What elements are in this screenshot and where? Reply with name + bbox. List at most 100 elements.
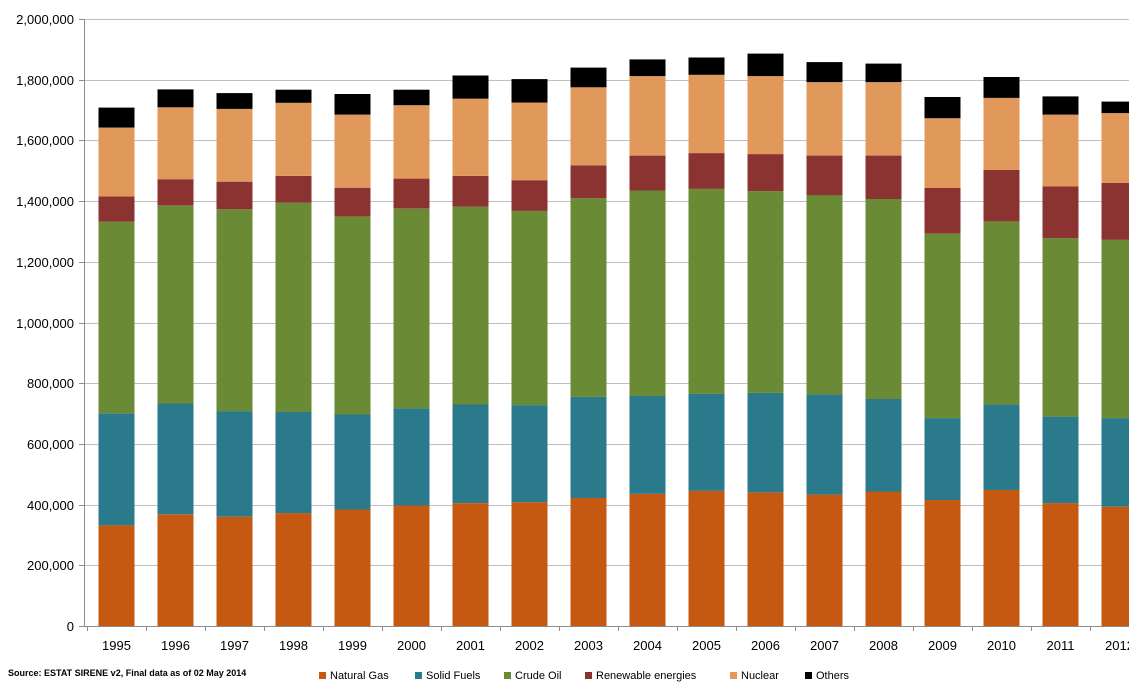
bar-segment xyxy=(806,195,843,395)
bar-segment xyxy=(157,403,194,515)
x-tick-label: 1995 xyxy=(102,638,131,653)
y-tick-label: 1,200,000 xyxy=(16,255,74,270)
legend-label: Solid Fuels xyxy=(426,670,481,682)
bar-segment xyxy=(334,94,371,115)
bar-segment xyxy=(924,118,961,188)
bar-segment xyxy=(157,205,194,404)
bar-segment xyxy=(275,175,312,203)
bar-segment xyxy=(629,155,666,191)
bar-segment xyxy=(865,399,902,492)
bar-segment xyxy=(334,114,371,188)
x-tick-label: 2010 xyxy=(987,638,1016,653)
legend-swatch xyxy=(585,672,592,679)
bar-segment xyxy=(334,414,371,510)
source-note: Source: ESTAT SIRENE v2, Final data as o… xyxy=(8,668,247,678)
bar-segment xyxy=(452,206,489,405)
bar-segment xyxy=(157,514,194,626)
bar-segment xyxy=(452,175,489,207)
x-tick-label: 2004 xyxy=(633,638,662,653)
bar-segment xyxy=(983,490,1020,626)
bar-segment xyxy=(216,93,253,109)
bar-segment xyxy=(865,82,902,156)
y-tick-label: 2,000,000 xyxy=(16,12,74,27)
axes xyxy=(79,19,1129,631)
bar-segment xyxy=(688,393,725,491)
y-tick-label: 1,600,000 xyxy=(16,133,74,148)
bar-segment xyxy=(452,404,489,503)
bar-segment xyxy=(98,107,135,128)
bar-segment xyxy=(393,105,430,179)
x-tick-label: 2002 xyxy=(515,638,544,653)
bar-segment xyxy=(98,127,135,197)
bar-segment xyxy=(98,525,135,626)
legend-label: Crude Oil xyxy=(515,670,561,682)
bar-segment xyxy=(1042,238,1079,417)
bar-segment xyxy=(275,89,312,103)
bar-segment xyxy=(393,505,430,626)
bar-segment xyxy=(216,108,253,182)
legend-label: Others xyxy=(816,670,850,682)
bar-segment xyxy=(806,494,843,626)
bar-segment xyxy=(334,187,371,217)
bar-segment xyxy=(216,411,253,517)
bar-segment xyxy=(629,494,666,626)
bar-segment xyxy=(393,89,430,106)
bar-segment xyxy=(157,107,194,180)
bar-segment xyxy=(865,155,902,199)
bar-segment xyxy=(983,221,1020,405)
bar-segment xyxy=(865,63,902,83)
x-tick-label: 2012 xyxy=(1105,638,1129,653)
bar-segment xyxy=(629,59,666,77)
y-tick-label: 600,000 xyxy=(27,437,74,452)
y-tick-label: 0 xyxy=(67,619,74,634)
bar-segment xyxy=(747,76,784,155)
y-axis-tick-labels: 0 200,000 400,000 600,000 800,000 1,000,000 1,… xyxy=(16,12,74,634)
x-tick-label: 2008 xyxy=(869,638,898,653)
bar-segment xyxy=(1101,239,1129,419)
bars xyxy=(98,53,1129,626)
bar-segment xyxy=(570,67,607,88)
bar-segment xyxy=(1042,503,1079,626)
bar-segment xyxy=(924,233,961,419)
bar-segment xyxy=(1101,506,1129,626)
bar-segment xyxy=(924,188,961,234)
bar-segment xyxy=(334,216,371,415)
bar-segment xyxy=(983,404,1020,490)
bar-segment xyxy=(157,89,194,108)
x-tick-label: 1997 xyxy=(220,638,249,653)
bar-segment xyxy=(688,74,725,154)
y-tick-label: 400,000 xyxy=(27,498,74,513)
y-tick-label: 800,000 xyxy=(27,376,74,391)
bar-segment xyxy=(452,75,489,99)
bar-segment xyxy=(98,413,135,526)
bar-segment xyxy=(747,392,784,493)
bar-segment xyxy=(688,490,725,626)
bar-segment xyxy=(629,395,666,494)
bar-segment xyxy=(747,191,784,393)
bar-segment xyxy=(1042,96,1079,115)
bar-segment xyxy=(511,502,548,626)
bar-segment xyxy=(511,180,548,211)
bar-segment xyxy=(570,198,607,397)
bar-segment xyxy=(806,155,843,196)
bar-segment xyxy=(1101,113,1129,183)
bar-segment xyxy=(983,77,1020,98)
bar-segment xyxy=(275,513,312,626)
bar-segment xyxy=(806,394,843,495)
bar-segment xyxy=(570,396,607,498)
x-tick-label: 2009 xyxy=(928,638,957,653)
x-tick-label: 2003 xyxy=(574,638,603,653)
bar-segment xyxy=(275,102,312,176)
bar-segment xyxy=(511,210,548,405)
legend-swatch xyxy=(504,672,511,679)
x-tick-label: 2001 xyxy=(456,638,485,653)
bar-segment xyxy=(1042,114,1079,187)
bar-segment xyxy=(452,98,489,176)
x-tick-label: 1998 xyxy=(279,638,308,653)
legend-label: Natural Gas xyxy=(330,670,389,682)
bar-segment xyxy=(688,153,725,189)
bar-segment xyxy=(393,178,430,209)
y-tick-label: 200,000 xyxy=(27,558,74,573)
bar-segment xyxy=(924,97,961,119)
